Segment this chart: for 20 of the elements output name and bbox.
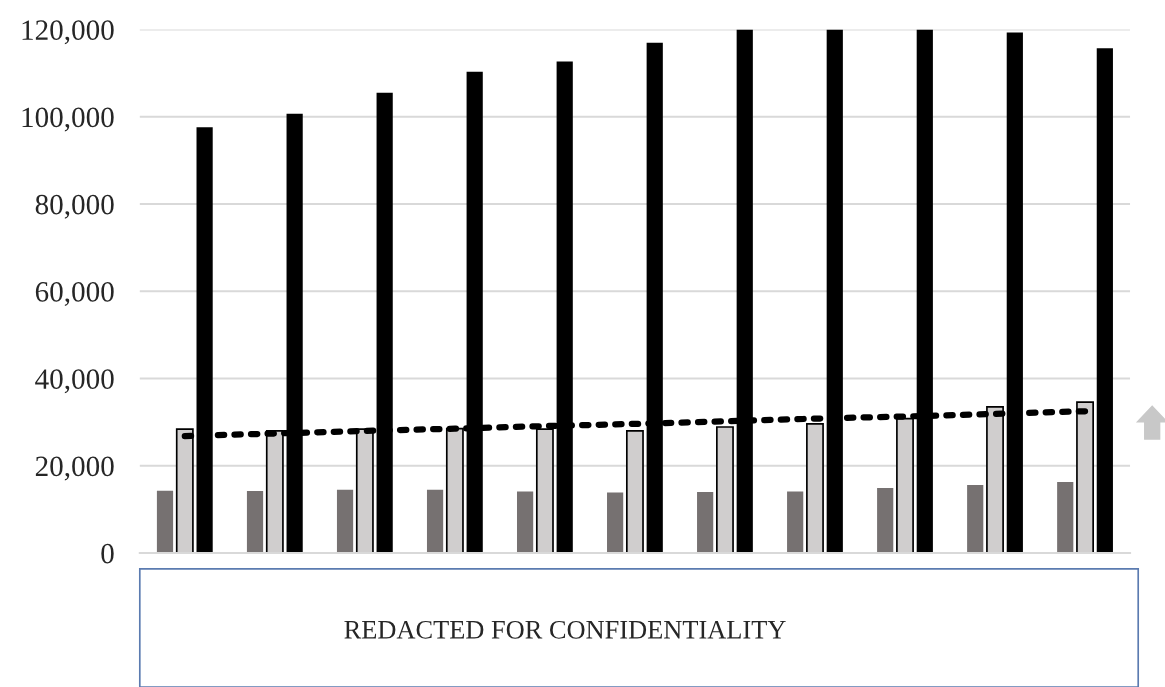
y-tick-label: 60,000 xyxy=(35,282,114,306)
bar xyxy=(877,488,894,554)
bar xyxy=(607,492,624,554)
y-tick-label: 40,000 xyxy=(35,369,114,394)
bar xyxy=(697,491,714,554)
bar xyxy=(967,484,984,554)
bar xyxy=(426,489,444,554)
bar xyxy=(336,489,354,554)
bar xyxy=(787,491,804,554)
bar xyxy=(1096,48,1113,554)
text: REDACTED FOR CONFIDENTIALITY xyxy=(344,620,786,639)
y-tick-label: 100,000 xyxy=(22,107,114,132)
y-tick-label: 20,000 xyxy=(35,456,114,481)
y-tick-label: 120,000 xyxy=(22,20,114,45)
bar xyxy=(156,490,174,554)
y-tick-label: 80,000 xyxy=(35,194,114,219)
bar xyxy=(1057,481,1074,554)
y-tick-label: 0 xyxy=(101,543,114,564)
bar xyxy=(246,491,264,554)
bar xyxy=(517,491,534,554)
